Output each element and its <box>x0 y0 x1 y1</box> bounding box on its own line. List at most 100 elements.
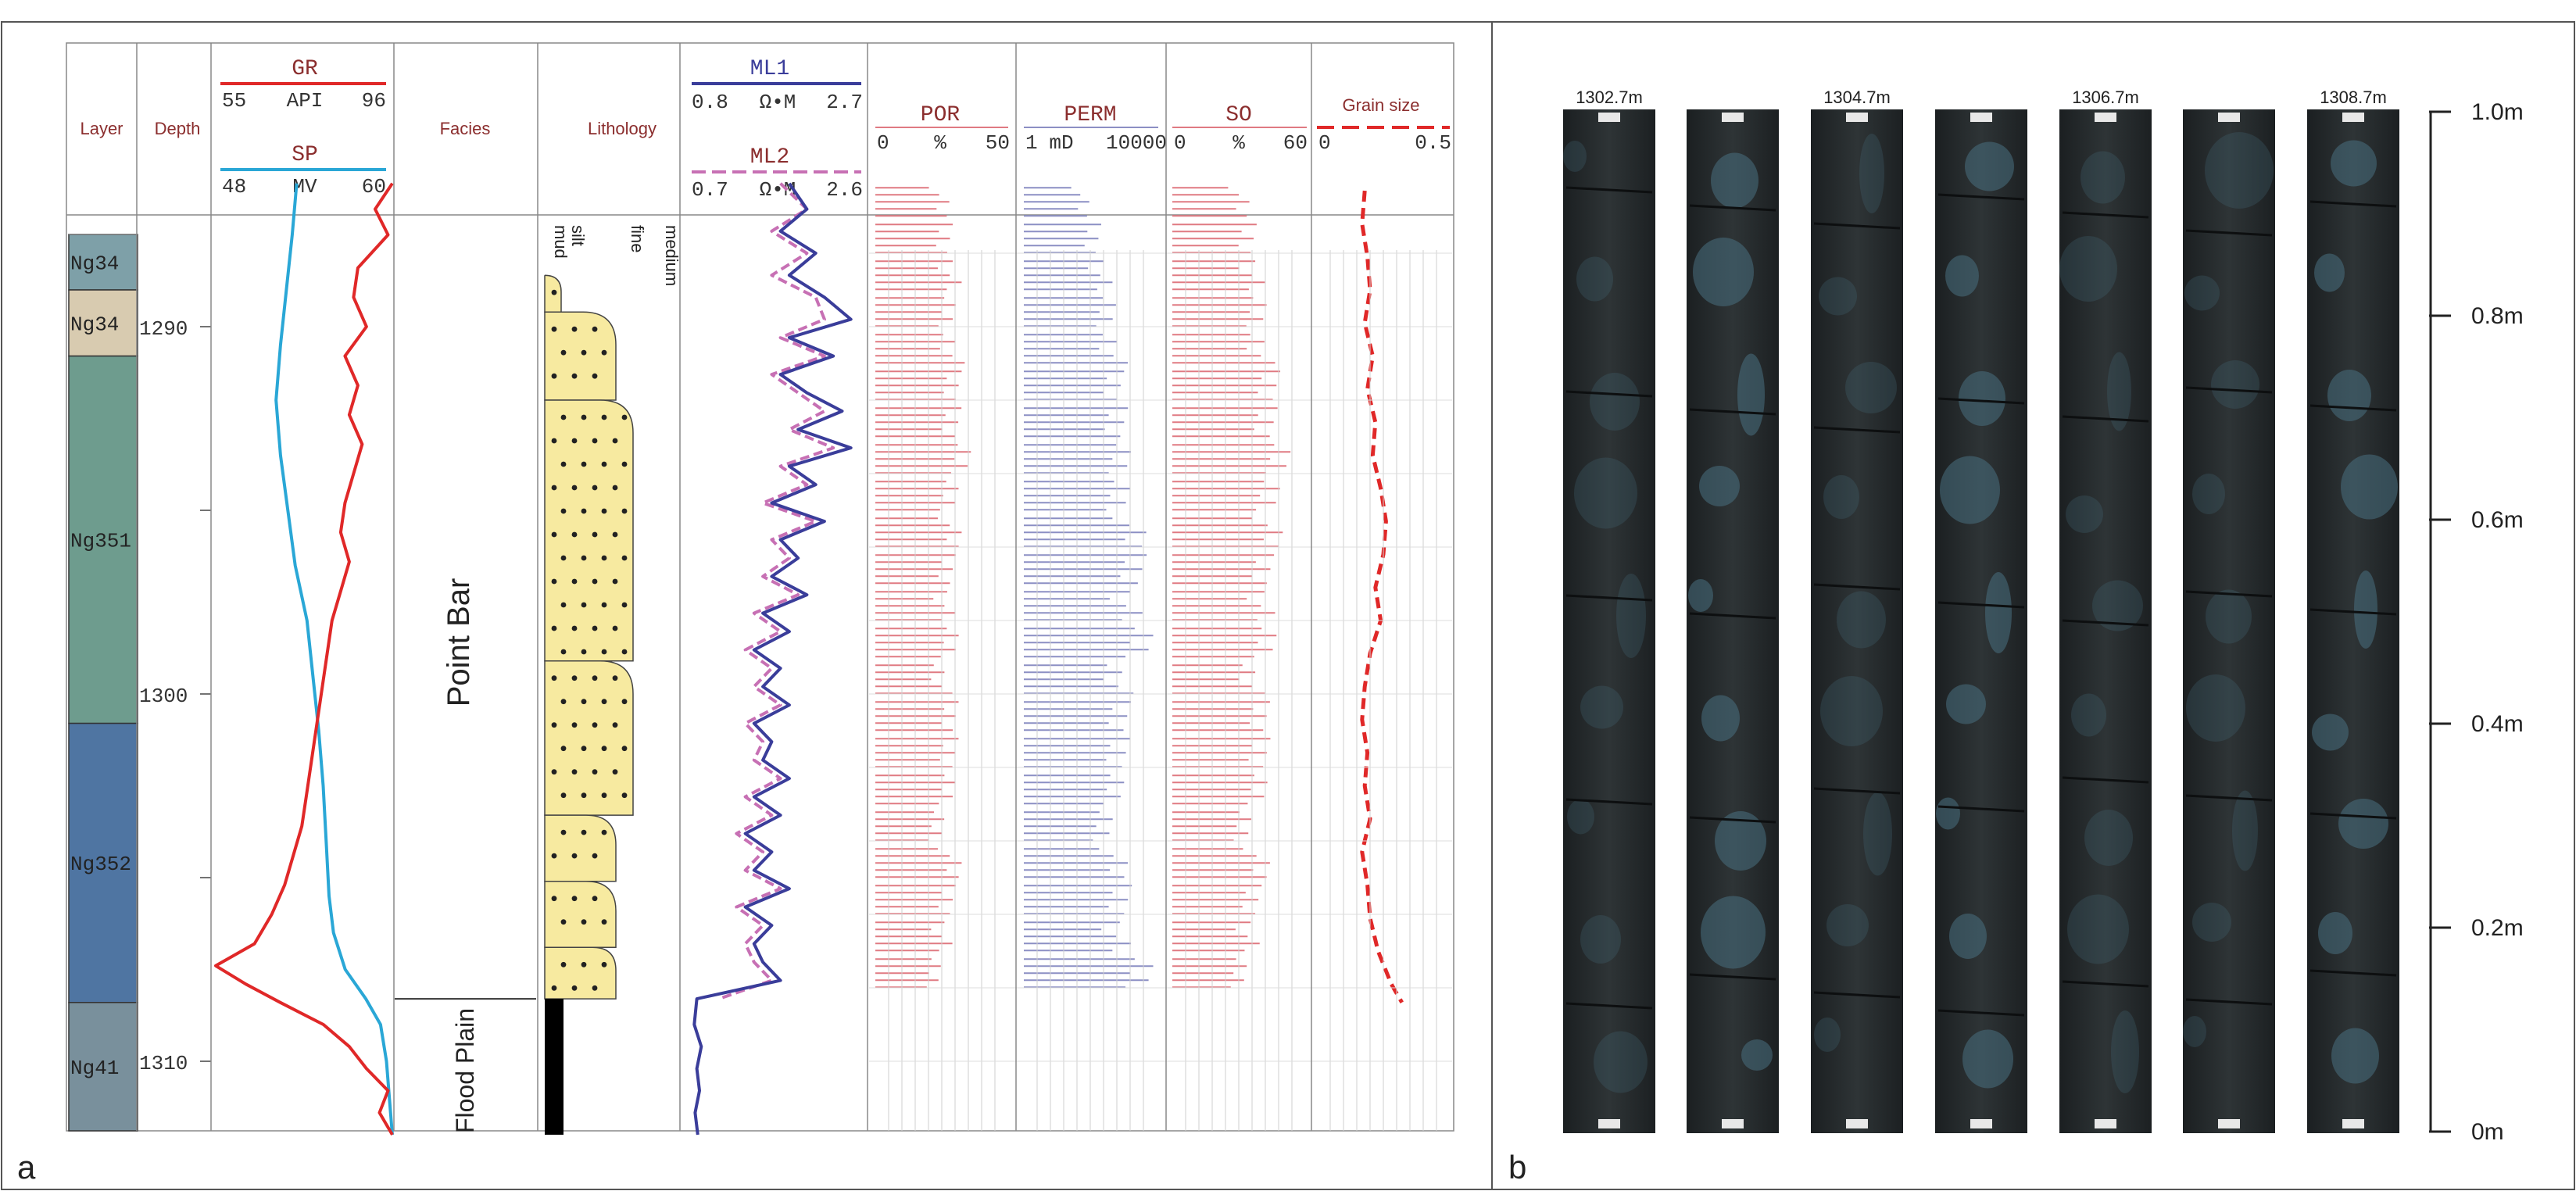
core-texture <box>1699 466 1740 506</box>
lithology-header: Lithology <box>588 119 657 138</box>
depth-tick-label: 1310 <box>139 1052 188 1075</box>
sp-curve <box>274 183 394 1136</box>
sand-dot <box>571 578 578 585</box>
sand-dot <box>571 531 578 538</box>
core-fracture <box>1689 973 1776 981</box>
sand-dot <box>621 508 628 514</box>
core-tag-bottom <box>1970 1119 1992 1128</box>
sand-dot <box>571 625 578 631</box>
core-fracture <box>1813 787 1901 795</box>
core-texture <box>2341 454 2398 520</box>
core-texture <box>2354 570 2377 649</box>
core-tag-top <box>1722 113 1744 122</box>
core-texture <box>2312 714 2349 751</box>
core-texture <box>2059 236 2117 302</box>
core-depth-label: 1306.7m <box>2072 88 2139 107</box>
sand-dot <box>601 649 607 655</box>
core-fracture <box>1813 426 1901 434</box>
sand-dot <box>612 438 618 444</box>
sand-dot <box>571 373 578 379</box>
depth-column: 1290 1300 1310 <box>139 317 211 1075</box>
sand-dot <box>612 769 618 775</box>
sand-dot <box>592 578 598 585</box>
core-fracture <box>2062 776 2149 784</box>
core-fracture <box>2185 386 2273 394</box>
layer-label: Ng351 <box>70 530 131 553</box>
scale-tick-label: 0.2m <box>2471 915 2524 941</box>
core-texture <box>2331 140 2377 187</box>
core-strip <box>1563 109 1655 1133</box>
sand-dot <box>560 461 567 467</box>
core-texture <box>1940 456 2000 524</box>
core-texture <box>2318 912 2352 954</box>
gr-header-min: 55 <box>222 89 246 113</box>
lithology-bed <box>544 946 617 1000</box>
sand-dot <box>581 961 587 967</box>
core-texture <box>1959 371 2005 426</box>
sand-dot <box>571 985 578 991</box>
sand-dot <box>581 792 587 799</box>
so-header-name: SO <box>1225 103 1252 127</box>
core-texture <box>1711 152 1758 209</box>
core-tag-top <box>2095 113 2116 122</box>
core-texture <box>1945 255 1979 297</box>
layer-label: Ng34 <box>70 313 119 336</box>
lithology-bed <box>544 311 617 401</box>
sand-dot <box>621 649 628 655</box>
core-depth-label: 1302.7m <box>1576 88 1643 107</box>
core-texture <box>1965 141 2014 191</box>
sand-dot <box>560 349 567 356</box>
ml1-header-name: ML1 <box>750 57 789 81</box>
facies-flood-plain-label: Flood Plain <box>451 1008 479 1133</box>
core-fracture <box>1813 583 1901 591</box>
core-fracture <box>1565 186 1653 194</box>
sand-dot <box>571 853 578 859</box>
so-header-min: 0 <box>1174 131 1186 155</box>
core-tag-bottom <box>2342 1119 2364 1128</box>
sand-dot <box>601 602 607 608</box>
core-depth-label: 1304.7m <box>1823 88 1891 107</box>
ml2-header-min: 0.7 <box>692 178 728 202</box>
sand-dot <box>612 722 618 728</box>
sand-dot <box>601 746 607 752</box>
layer-block <box>68 1002 138 1132</box>
lithology-bed <box>544 880 617 949</box>
sand-dot <box>581 602 587 608</box>
sand-dot <box>621 746 628 752</box>
sand-dot <box>581 461 587 467</box>
core-tag-top <box>2342 113 2364 122</box>
ml1-curve <box>692 182 853 1136</box>
sand-dot <box>551 373 557 379</box>
grain-class-label: fine <box>628 225 647 252</box>
core-tag-bottom <box>1722 1119 1744 1128</box>
core-depth-label: 1308.7m <box>2320 88 2387 107</box>
core-texture <box>1715 811 1766 871</box>
sand-dot <box>560 792 567 799</box>
gr-curve <box>214 182 394 1136</box>
layer-block <box>68 722 138 1003</box>
sand-dot <box>601 461 607 467</box>
sand-dot <box>601 414 607 420</box>
core-texture <box>1576 256 1613 302</box>
core-texture <box>2071 693 2106 737</box>
depth-tick-label: 1290 <box>139 317 188 341</box>
grain-class-label: medium <box>662 225 682 286</box>
gr-header-max: 96 <box>362 89 386 113</box>
sand-dot <box>592 438 598 444</box>
core-tag-bottom <box>2095 1119 2116 1128</box>
gr-header-name: GR <box>292 57 318 81</box>
scale-tick-label: 0.4m <box>2471 711 2524 737</box>
sand-dot <box>592 625 598 631</box>
sand-dot <box>592 675 598 681</box>
sand-dot <box>592 485 598 491</box>
sand-dot <box>621 555 628 561</box>
sand-dot <box>621 461 628 467</box>
property-tracks <box>875 187 1404 1004</box>
log-grid <box>66 42 1454 1132</box>
core-texture <box>1701 695 1740 742</box>
core-texture <box>2192 903 2231 942</box>
sand-dot <box>560 649 567 655</box>
sand-dot <box>560 555 567 561</box>
gr-header-unit: API <box>287 89 324 113</box>
